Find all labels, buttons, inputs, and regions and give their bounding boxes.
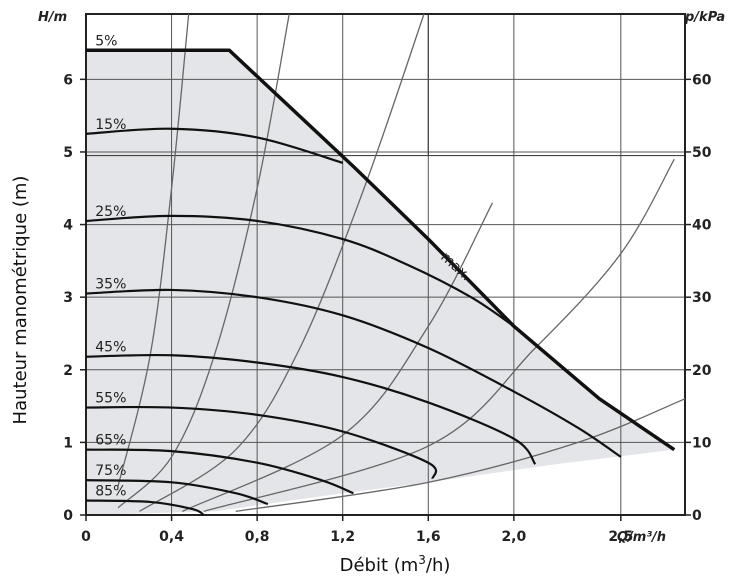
y-right-tick-label-0: 0 xyxy=(692,508,702,524)
series-label-5%: 5% xyxy=(95,33,117,49)
series-label-85%: 85% xyxy=(95,483,126,499)
system-curve-3 xyxy=(181,202,494,512)
x-axis-title: Débit (m3/h) xyxy=(340,553,451,576)
x-axis-title-sup: 3 xyxy=(418,553,426,567)
operating-area xyxy=(86,50,675,515)
chart-labels: 5%15%25%35%45%55%65%75%85%max. xyxy=(95,33,474,499)
y-right-tick-label-3: 30 xyxy=(692,290,712,306)
series-line-35% xyxy=(85,288,622,458)
x-tick-label-2: 0,8 xyxy=(245,529,270,545)
series-label-55%: 55% xyxy=(95,391,126,407)
series-line-45% xyxy=(85,353,537,465)
x-axis-title-main: Débit (m xyxy=(340,555,419,576)
series-label-35%: 35% xyxy=(95,277,126,293)
x-tick-label-1: 0,4 xyxy=(159,529,184,545)
y-left-tick-label-3: 3 xyxy=(63,290,73,306)
grid xyxy=(85,14,685,516)
system-curves xyxy=(117,13,686,513)
series-line-65% xyxy=(85,448,354,495)
y-left-tick-label-1: 1 xyxy=(63,435,73,451)
y-right-tick-label-5: 50 xyxy=(692,145,712,161)
series-line-75% xyxy=(85,479,269,506)
y-axis-title: Hauteur manométrique (m) xyxy=(10,176,31,425)
y-left-tick-label-6: 6 xyxy=(63,72,73,88)
series-label-25%: 25% xyxy=(95,204,126,220)
series-label-45%: 45% xyxy=(95,340,126,356)
operating-area-fill xyxy=(86,50,675,515)
y-left-tick-label-2: 2 xyxy=(63,363,73,379)
max-curve xyxy=(86,48,676,452)
series-line-85% xyxy=(85,499,205,516)
system-curve-4 xyxy=(203,158,675,512)
x-tick-label-6: 2,5 xyxy=(608,529,633,545)
system-curve-0 xyxy=(117,13,190,487)
x-unit: Q/m³/h xyxy=(617,530,666,545)
y-right-tick-label-4: 40 xyxy=(692,218,712,234)
plot-border xyxy=(85,13,686,516)
y-right-tick-label-6: 60 xyxy=(692,72,712,88)
x-tick-label-0: 0 xyxy=(81,529,91,545)
series-line-15% xyxy=(85,127,344,164)
y-left-tick-label-0: 0 xyxy=(63,508,73,524)
system-curve-2 xyxy=(139,13,425,512)
max-curve-line xyxy=(86,48,676,452)
y-right-unit: p/kPa xyxy=(684,10,725,25)
y-right-tick-label-1: 10 xyxy=(692,435,712,451)
series-line-55% xyxy=(85,405,438,479)
y-left-unit: H/m xyxy=(38,10,67,25)
system-curve-1 xyxy=(117,13,290,509)
x-axis-title-end: /h) xyxy=(426,555,451,576)
series-label-65%: 65% xyxy=(95,433,126,449)
y-right-tick-label-2: 20 xyxy=(692,363,712,379)
series-label-15%: 15% xyxy=(95,117,126,133)
x-tick-label-5: 2,0 xyxy=(501,529,526,545)
x-tick-label-3: 1,2 xyxy=(330,529,355,545)
y-left-tick-label-5: 5 xyxy=(63,145,73,161)
y-left-tick-label-4: 4 xyxy=(63,218,73,234)
series-line-25% xyxy=(85,214,515,328)
x-tick-label-4: 1,6 xyxy=(416,529,441,545)
series-label-75%: 75% xyxy=(95,463,126,479)
